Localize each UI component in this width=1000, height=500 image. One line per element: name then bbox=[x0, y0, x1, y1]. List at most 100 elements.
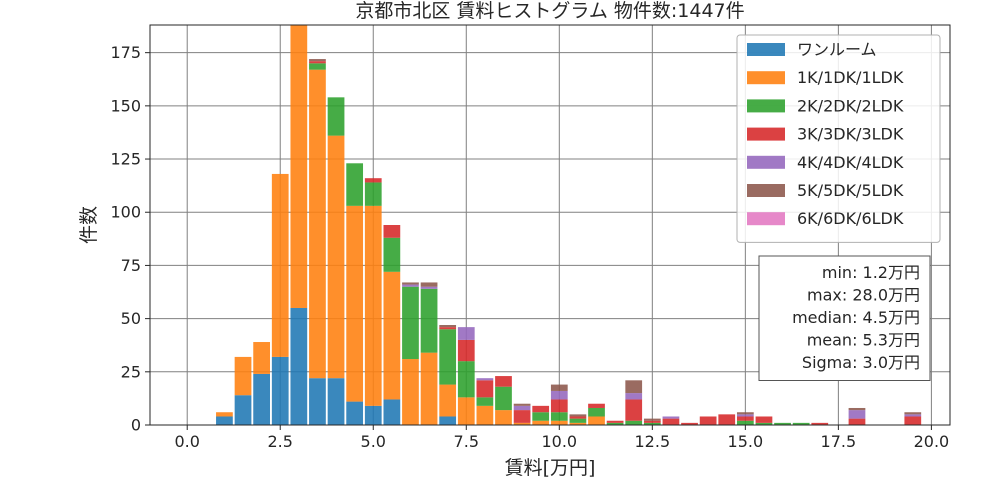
bar-segment bbox=[253, 342, 270, 374]
stats-box: min: 1.2万円 max: 28.0万円 median: 4.5万円 mean: … bbox=[758, 255, 931, 381]
bar-segment bbox=[420, 282, 438, 287]
bar-segment bbox=[234, 395, 252, 425]
bar-segment bbox=[495, 376, 512, 387]
bar-segment bbox=[476, 405, 494, 425]
bar-segment bbox=[569, 422, 587, 425]
bar-segment bbox=[625, 420, 643, 425]
bar-segment bbox=[811, 422, 829, 425]
bar-segment bbox=[550, 412, 568, 421]
bar-segment bbox=[495, 410, 512, 425]
legend-swatch bbox=[747, 43, 785, 56]
stats-line: min: 1.2万円 bbox=[822, 263, 920, 282]
bar-segment bbox=[364, 205, 382, 406]
bar-segment bbox=[904, 414, 922, 417]
legend-frame bbox=[736, 34, 941, 243]
bar-segment bbox=[774, 422, 791, 425]
bar-segment bbox=[364, 182, 382, 206]
bar-segment bbox=[476, 378, 494, 381]
bar-segment bbox=[588, 416, 605, 425]
legend-swatch bbox=[747, 71, 785, 85]
bar-segment bbox=[402, 284, 419, 287]
bar-segment bbox=[457, 361, 475, 398]
y-tick-label: 0 bbox=[131, 416, 141, 435]
bar-segment bbox=[848, 418, 866, 425]
bar-segment bbox=[327, 97, 345, 136]
legend-swatch bbox=[747, 127, 785, 141]
x-tick-label: 0.0 bbox=[174, 432, 199, 451]
bar-segment bbox=[420, 352, 438, 425]
bar-segment bbox=[439, 384, 457, 417]
bar-segment bbox=[643, 418, 661, 421]
bar-segment bbox=[625, 380, 643, 394]
plot-frame bbox=[149, 24, 951, 426]
bar-segment bbox=[848, 410, 866, 419]
bar-segment bbox=[364, 405, 382, 425]
bar-segment bbox=[736, 412, 754, 415]
bar-segment bbox=[364, 178, 382, 183]
bar-segment bbox=[290, 25, 308, 308]
bar-segment bbox=[253, 373, 270, 425]
bar-segment bbox=[532, 420, 550, 425]
y-tick-label: 75 bbox=[121, 256, 141, 275]
x-axis-title: 賃料[万円] bbox=[505, 457, 596, 479]
bar-segment bbox=[346, 163, 364, 206]
bar-segment bbox=[309, 378, 326, 425]
bar-segment bbox=[904, 412, 922, 415]
bar-segment bbox=[383, 225, 401, 238]
bar-segment bbox=[588, 407, 605, 417]
bar-segment bbox=[532, 405, 550, 413]
bar-segment bbox=[439, 325, 457, 328]
bar-segment bbox=[383, 399, 401, 425]
legend-swatch bbox=[747, 155, 785, 169]
bar-segment bbox=[736, 414, 754, 417]
bar-segment bbox=[309, 69, 326, 379]
bar-segment bbox=[848, 407, 866, 411]
bar-segment bbox=[606, 420, 624, 423]
bar-segment bbox=[513, 422, 531, 425]
bar-segment bbox=[439, 329, 457, 385]
bar-segment bbox=[476, 380, 494, 398]
stats-line: max: 28.0万円 bbox=[807, 286, 920, 305]
bar-segment bbox=[234, 356, 252, 396]
x-tick-label: 12.5 bbox=[635, 432, 671, 451]
bar-segment bbox=[309, 59, 326, 62]
bar-segment bbox=[569, 416, 587, 419]
bar-segment bbox=[718, 414, 736, 425]
x-tick-label: 20.0 bbox=[914, 432, 950, 451]
bar-segment bbox=[662, 418, 680, 425]
bar-segment bbox=[736, 420, 754, 425]
legend-swatch bbox=[747, 99, 785, 113]
bar-segment bbox=[476, 397, 494, 406]
x-tick-label: 2.5 bbox=[268, 432, 293, 451]
bar-segment bbox=[625, 393, 643, 400]
bar-segment bbox=[532, 412, 550, 421]
stats-line: mean: 5.3万円 bbox=[807, 331, 920, 350]
bar-segment bbox=[550, 390, 568, 400]
legend-label: ワンルーム bbox=[797, 40, 877, 59]
bar-segment bbox=[383, 237, 401, 272]
bar-segment bbox=[699, 416, 717, 425]
bar-segment bbox=[643, 422, 661, 425]
bar-segment bbox=[569, 418, 587, 423]
bar-segment bbox=[625, 399, 643, 421]
bar-segment bbox=[420, 286, 438, 289]
bar-segment bbox=[513, 403, 531, 406]
bar-segment bbox=[271, 173, 289, 357]
bar-segment bbox=[550, 399, 568, 413]
chart-title: 京都市北区 賃料ヒストグラム 物件数:1447件 bbox=[355, 0, 744, 22]
legend-swatch bbox=[747, 184, 785, 197]
legend-label: 4K/4DK/4LDK bbox=[797, 153, 904, 172]
bar-segment bbox=[309, 61, 326, 64]
bar-segment bbox=[755, 422, 773, 425]
legend-label: 5K/5DK/5LDK bbox=[797, 181, 904, 200]
legend-label: 2K/2DK/2LDK bbox=[797, 96, 904, 115]
stats-line: Sigma: 3.0万円 bbox=[802, 353, 920, 372]
bar-segment bbox=[513, 410, 531, 423]
x-tick-label: 17.5 bbox=[821, 432, 857, 451]
legend-swatch bbox=[747, 212, 785, 226]
bar-segment bbox=[439, 416, 457, 425]
y-tick-label: 150 bbox=[110, 96, 141, 115]
bar-segment bbox=[792, 422, 810, 425]
bar-segment bbox=[402, 359, 419, 425]
